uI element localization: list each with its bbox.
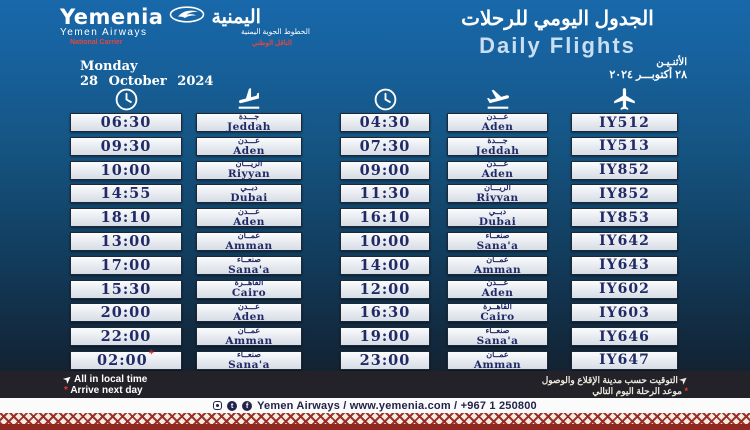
arrival-time-cell: 06:30 bbox=[70, 113, 182, 132]
arrival-city-cell: صنعــاء Sana'a bbox=[196, 255, 302, 275]
brand-subtitle-en: Yemen Airways bbox=[60, 27, 148, 38]
flight-number-cell: IY647 bbox=[571, 350, 678, 370]
departure-time-cell: 10:00 bbox=[340, 231, 430, 251]
next-day-note-en: Arrive next day bbox=[70, 385, 143, 396]
date-value-arabic: ٢٨ أكتوبـــر ٢٠٢٤ bbox=[609, 69, 687, 81]
flight-number-cell: IY643 bbox=[571, 255, 678, 275]
departure-time-cell: 23:00 bbox=[340, 350, 430, 370]
departure-time-cell: 07:30 bbox=[340, 136, 430, 156]
facebook-icon: f bbox=[242, 400, 253, 411]
arrival-city-cell: عـــدن Aden bbox=[196, 207, 302, 228]
arrival-city-cell: صنعــاء Sana'a bbox=[196, 350, 302, 370]
sadu-pattern-band bbox=[0, 413, 750, 424]
flight-number-cell: IY646 bbox=[571, 327, 678, 347]
flight-plane-icon bbox=[571, 85, 678, 113]
flight-number-cell: IY852 bbox=[571, 184, 678, 204]
next-day-asterisk: * bbox=[64, 385, 68, 396]
departure-city-cell: عـــدن Aden bbox=[447, 160, 548, 180]
departure-time-cell: 12:00 bbox=[340, 279, 430, 299]
departure-city-cell: عمــان Amman bbox=[447, 350, 548, 370]
weekday-arabic: الأثنـيـن bbox=[656, 57, 687, 68]
arrival-city-cell: الريـــان Riyyan bbox=[196, 160, 302, 180]
local-time-note-ar: التوقيت حسب مدينة الإقلاع والوصول bbox=[541, 375, 678, 385]
flight-number-cell: IY603 bbox=[571, 303, 678, 323]
arrival-city-cell: دبــي Dubai bbox=[196, 184, 302, 204]
arrival-time-cell: 17:00 bbox=[70, 255, 182, 275]
departure-city-cell: عمــان Amman bbox=[447, 255, 548, 275]
departure-time-cell: 04:30 bbox=[340, 113, 430, 132]
brand-name-en: Yemenia bbox=[60, 5, 164, 29]
arrival-time-cell: 15:30 bbox=[70, 279, 182, 299]
yemenia-logo: Yemenia اليمنية Yemen Airways الخطوط الج… bbox=[60, 5, 310, 47]
flight-number-cell: IY853 bbox=[571, 208, 678, 228]
departure-time-cell: 19:00 bbox=[340, 327, 430, 347]
flight-number-column: IY512 IY513 IY852 IY852 IY853 IY642 IY643 IY602… bbox=[571, 113, 678, 370]
arrival-time-cell: 20:00 bbox=[70, 303, 182, 323]
arrival-city-cell: عمــان Amman bbox=[196, 326, 302, 347]
arrival-time-cell: 10:00 bbox=[70, 160, 182, 180]
arrival-time-cell: 18:10 bbox=[70, 208, 182, 228]
footnotes-english: ➤ All in local time * Arrive next day bbox=[61, 373, 148, 396]
arrival-city-cell: عـــدن Aden bbox=[196, 303, 302, 323]
next-day-note-ar: موعد الرحلة اليوم التالي bbox=[592, 385, 682, 396]
page-title-english: Daily Flights bbox=[479, 33, 636, 58]
departure-city-column: عـــدن Aden جـــدة Jeddah عـــدن Aden الريـــا… bbox=[447, 112, 548, 370]
local-time-note-en: All in local time bbox=[73, 374, 148, 385]
departure-time-cell: 16:10 bbox=[340, 208, 430, 228]
departure-time-column: 04:30 07:30 09:00 11:30 16:10 10:00 14:00 12:00… bbox=[340, 113, 430, 370]
yemenia-bird-logo-icon bbox=[169, 6, 205, 28]
flight-number-cell: IY513 bbox=[571, 136, 678, 156]
date-english: Monday 28 October 2024 bbox=[80, 59, 213, 89]
page-title-arabic: الجدول اليومي للرحلات bbox=[461, 8, 654, 30]
arrival-time-cell: 22:00 bbox=[70, 327, 182, 347]
arrival-city-cell: جـــدة Jeddah bbox=[196, 112, 302, 132]
departure-time-cell: 16:30 bbox=[340, 303, 430, 323]
weekday-english: Monday bbox=[80, 59, 138, 74]
bottom-red-bar bbox=[0, 424, 750, 430]
landing-plane-icon bbox=[196, 85, 302, 113]
brand-name-ar: اليمنية bbox=[211, 6, 261, 28]
departure-city-cell: صنعــاء Sana'a bbox=[447, 231, 548, 251]
footnotes-arabic: التوقيت حسب مدينة الإقلاع والوصول ➤ موعد… bbox=[541, 374, 690, 396]
brand-subtitle-ar: الخطوط الجوية اليمنية bbox=[240, 27, 310, 36]
instagram-icon bbox=[213, 401, 223, 410]
arrival-city-cell: عـــدن Aden bbox=[196, 136, 302, 156]
date-value-english: 28 October 2024 bbox=[80, 74, 214, 89]
next-day-asterisk: * bbox=[684, 385, 688, 396]
departure-time-cell: 09:00 bbox=[340, 160, 430, 180]
arrival-city-column: جـــدة Jeddah عـــدن Aden الريـــان Riyyan دبـ… bbox=[196, 112, 302, 370]
flight-number-cell: IY642 bbox=[571, 231, 678, 251]
footnotes-strip bbox=[0, 371, 750, 398]
departure-time-cell: 14:00 bbox=[340, 255, 430, 275]
departure-city-cell: عـــدن Aden bbox=[447, 112, 548, 132]
arrival-time-cell: 13:00 bbox=[70, 231, 182, 251]
arrival-time-cell: 02:00 * bbox=[70, 350, 182, 370]
contact-bar: t f Yemen Airways / www.yemenia.com / +9… bbox=[0, 398, 750, 413]
departure-city-cell: دبــي Dubai bbox=[447, 207, 548, 228]
departure-time-clock-icon bbox=[340, 85, 430, 113]
date-arabic: الأثنـيـن ٢٨ أكتوبـــر ٢٠٢٤ bbox=[609, 57, 687, 81]
departure-city-cell: صنعــاء Sana'a bbox=[447, 326, 548, 347]
departure-city-cell: الريـــان Riyyan bbox=[447, 184, 548, 204]
flight-number-cell: IY512 bbox=[571, 113, 678, 132]
arrival-time-cell: 14:55 bbox=[70, 184, 182, 204]
arrival-time-clock-icon bbox=[70, 85, 182, 113]
brand-tagline-en: National Carrier bbox=[70, 39, 123, 46]
takeoff-plane-icon bbox=[447, 85, 548, 113]
twitter-icon: t bbox=[227, 400, 238, 411]
departure-time-cell: 11:30 bbox=[340, 184, 430, 204]
page-title: الجدول اليومي للرحلات Daily Flights bbox=[395, 6, 720, 59]
arrival-city-cell: القاهــرة Cairo bbox=[196, 279, 302, 299]
flight-number-cell: IY602 bbox=[571, 279, 678, 299]
brand-tagline-ar: الناقل الوطني bbox=[251, 40, 292, 47]
departure-city-cell: جـــدة Jeddah bbox=[447, 136, 548, 156]
contact-text: Yemen Airways / www.yemenia.com / +967 1… bbox=[257, 399, 537, 412]
departure-city-cell: عـــدن Aden bbox=[447, 279, 548, 299]
flight-number-cell: IY852 bbox=[571, 160, 678, 180]
arrival-city-cell: عمــان Amman bbox=[196, 231, 302, 251]
arrival-time-cell: 09:30 bbox=[70, 136, 182, 156]
departure-city-cell: القاهــرة Cairo bbox=[447, 303, 548, 323]
arrival-time-column: 06:30 09:30 10:00 14:55 18:10 13:00 17:00 15:30… bbox=[70, 113, 182, 370]
